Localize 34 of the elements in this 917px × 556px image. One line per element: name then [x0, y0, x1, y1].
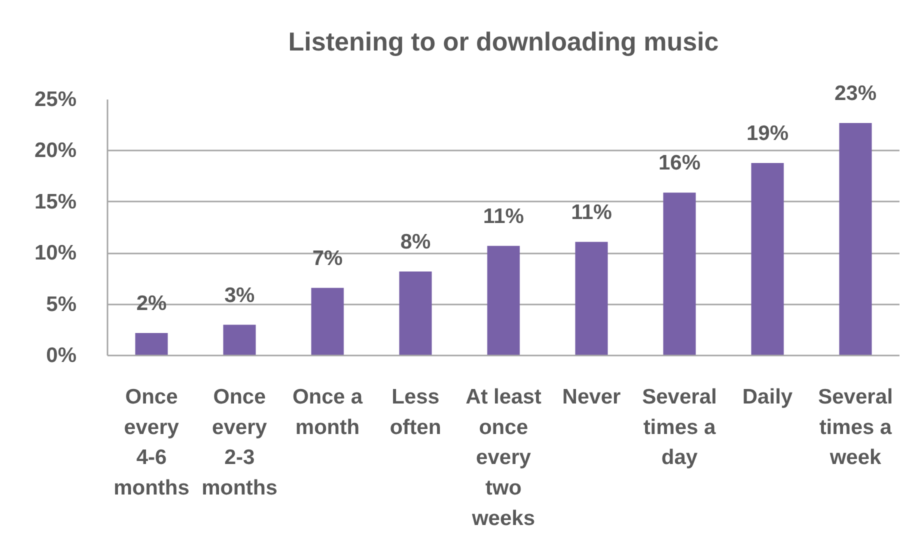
y-tick-label: 10%	[34, 242, 77, 265]
bar	[575, 242, 608, 356]
bar	[839, 123, 872, 356]
data-label: 16%	[658, 152, 701, 175]
bar	[487, 246, 520, 356]
x-tick-label: At least once every two weeks	[466, 386, 542, 530]
data-label: 3%	[224, 284, 256, 307]
y-tick-label: 25%	[34, 88, 77, 111]
x-tick-label: Several times a week	[818, 386, 893, 470]
y-tick-label: 0%	[46, 344, 77, 367]
bar	[135, 332, 168, 356]
chart-title: Listening to or downloading music	[288, 26, 719, 56]
x-tick-label: Several times a day	[642, 386, 717, 470]
data-label: 23%	[834, 82, 877, 106]
bar	[223, 324, 256, 356]
x-tick-label: Less often	[390, 386, 442, 439]
y-tick-label: 5%	[46, 292, 77, 316]
bar	[751, 162, 784, 356]
y-tick-label: 20%	[34, 139, 77, 162]
data-label: 8%	[400, 230, 432, 254]
x-tick-label: Once every 4-6 months	[114, 386, 190, 500]
bar	[663, 192, 696, 356]
data-label: 7%	[312, 246, 344, 270]
x-tick-label: Once a month	[292, 386, 363, 439]
data-label: 2%	[136, 292, 168, 315]
data-label: 19%	[746, 122, 789, 145]
data-label: 11%	[483, 204, 524, 228]
data-label: 11%	[571, 200, 612, 224]
bar	[399, 272, 432, 356]
y-tick-label: 15%	[34, 190, 77, 214]
x-tick-label: Never	[562, 386, 621, 408]
bar	[311, 288, 344, 356]
x-tick-label: Once every 2-3 months	[202, 386, 278, 500]
x-tick-label: Daily	[742, 386, 793, 408]
